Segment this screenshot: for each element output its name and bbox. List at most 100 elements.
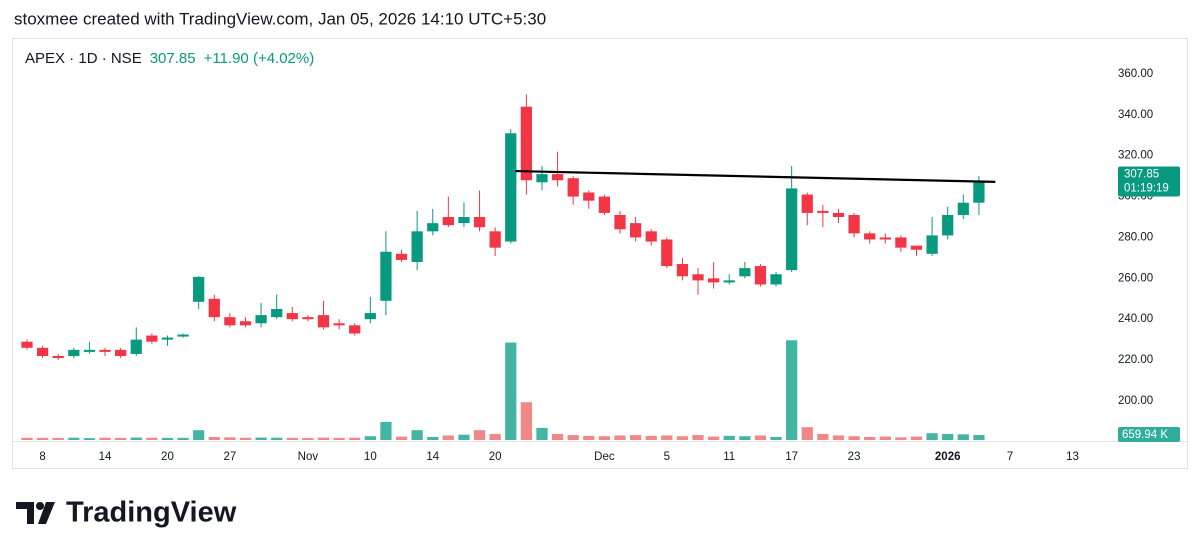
- candle-body: [177, 334, 189, 337]
- candle-body: [489, 231, 501, 248]
- volume-bar: [583, 435, 595, 440]
- candle-body: [333, 323, 345, 326]
- y-tick-label: 320.00: [1118, 150, 1153, 162]
- y-tick-label: 360.00: [1118, 68, 1153, 80]
- x-tick-label: 7: [1007, 451, 1013, 463]
- candle-body: [676, 264, 689, 277]
- candle-body: [629, 223, 642, 238]
- volume-bar: [942, 433, 954, 440]
- volume-bar: [661, 435, 673, 440]
- volume-bar: [754, 435, 767, 440]
- candle-body: [957, 202, 969, 215]
- candle-body: [161, 337, 174, 340]
- volume-bar: [739, 436, 751, 440]
- volume-bar: [910, 436, 923, 440]
- brand: TradingView: [66, 497, 237, 529]
- x-tick-label: Nov: [298, 451, 319, 463]
- volume-bar: [629, 435, 642, 440]
- volume-bar: [271, 437, 283, 440]
- candle-body: [130, 339, 142, 354]
- volume-bar: [333, 437, 345, 440]
- x-tick-label: 5: [664, 451, 670, 463]
- volume-bar: [723, 435, 735, 440]
- candle-body: [52, 355, 64, 359]
- candle-body: [520, 106, 532, 181]
- y-tick-label: 260.00: [1118, 272, 1153, 284]
- candle-body: [83, 349, 96, 352]
- volume-bar: [770, 436, 782, 440]
- candle-body: [427, 223, 439, 232]
- candle-body: [614, 214, 626, 230]
- volume-bar: [239, 437, 252, 440]
- volume-bar: [427, 436, 439, 440]
- candle-body: [910, 245, 923, 250]
- volume-bar: [536, 427, 548, 440]
- candle-body: [505, 133, 517, 242]
- candle-body: [551, 174, 564, 181]
- candle-body: [973, 180, 985, 203]
- candle-body: [302, 317, 314, 320]
- change: +11.90 (+4.02%): [204, 50, 315, 67]
- volume-bar: [52, 438, 64, 440]
- volume-bar: [567, 435, 579, 440]
- candle-body: [317, 315, 330, 328]
- candle-body: [661, 239, 673, 267]
- y-tick-label: 200.00: [1118, 395, 1153, 407]
- volume-bar: [161, 437, 174, 440]
- volume-bar: [692, 435, 704, 440]
- volume-bar: [146, 437, 158, 440]
- candle-body: [286, 313, 298, 320]
- volume-bar: [817, 433, 829, 440]
- volume-bar: [848, 436, 860, 440]
- volume-bar: [224, 437, 236, 440]
- candle-body: [848, 214, 860, 234]
- volume-bar: [864, 436, 876, 440]
- credit: stoxmee created with TradingView.com, Ja…: [14, 9, 546, 28]
- x-tick-label: Dec: [594, 451, 615, 463]
- trendline: [515, 169, 996, 183]
- candle-body: [817, 210, 829, 213]
- volume-box: [1118, 427, 1180, 443]
- volume-bar: [395, 436, 408, 440]
- volume-bar: [99, 437, 111, 440]
- x-tick-label: 27: [223, 451, 236, 463]
- volume-bar: [364, 436, 376, 440]
- candle-body: [395, 253, 408, 260]
- candle-body: [239, 321, 252, 326]
- volume-bar: [957, 434, 969, 440]
- candle-body: [193, 276, 205, 302]
- volume-bar: [676, 436, 689, 440]
- x-tick-label: 13: [1066, 451, 1079, 463]
- volume-box-value: 659.94 K: [1122, 429, 1168, 441]
- candle-body: [583, 192, 595, 201]
- candle-body: [442, 217, 454, 226]
- price-box-value: 307.85: [1124, 169, 1159, 181]
- x-tick-label: 10: [364, 451, 377, 463]
- candle-body: [567, 178, 579, 197]
- chart-frame: [12, 38, 1188, 469]
- volume-bar: [879, 436, 891, 440]
- volume-bar: [473, 430, 486, 440]
- volume-bar: [645, 435, 657, 440]
- volume-bar: [208, 436, 220, 440]
- logo: TradingView: [16, 497, 237, 529]
- candle-body: [723, 280, 735, 283]
- volume-bar: [302, 438, 314, 440]
- candle-body: [349, 325, 361, 334]
- volume-bar: [505, 342, 517, 440]
- volume-bar: [973, 435, 985, 440]
- candle-body: [598, 196, 611, 213]
- volume-bar: [68, 437, 80, 440]
- volume-bar: [177, 437, 189, 440]
- volume-bar: [895, 437, 907, 440]
- volume-bar: [83, 438, 96, 440]
- symbol: APEX · 1D · NSE: [25, 50, 142, 67]
- candle-body: [99, 349, 111, 352]
- volume-bar: [317, 437, 330, 440]
- volume-bar: [786, 340, 798, 440]
- candle-body: [536, 174, 548, 183]
- volume-bar: [801, 427, 813, 440]
- volume-bar: [380, 421, 392, 440]
- candle-body: [942, 214, 954, 236]
- volume-bar: [520, 402, 532, 440]
